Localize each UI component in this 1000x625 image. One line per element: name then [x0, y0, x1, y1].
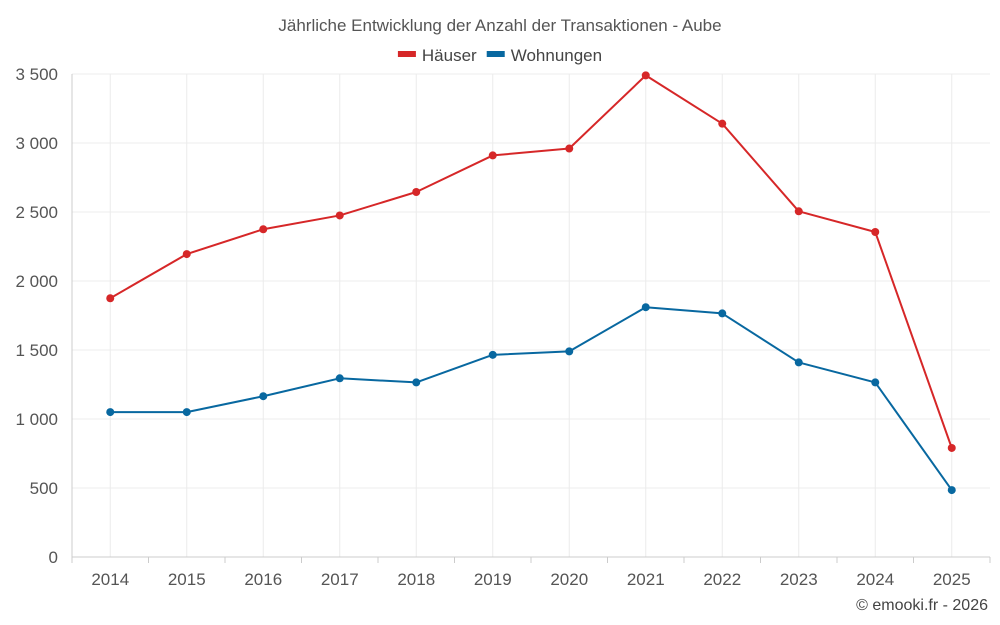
credit-text: © emooki.fr - 2026: [856, 597, 988, 614]
y-tick-label: 2 000: [15, 272, 58, 291]
series-line-0: [109, 74, 953, 449]
data-point-0-2024[interactable]: [871, 228, 880, 237]
data-point-0-2016[interactable]: [259, 225, 268, 234]
y-tick-label: 2 500: [15, 203, 58, 222]
y-tick-label: 0: [49, 548, 58, 567]
series-layer: [106, 71, 956, 495]
data-point-0-2025[interactable]: [947, 443, 956, 452]
data-point-1-2018[interactable]: [412, 378, 421, 387]
x-tick-label: 2015: [168, 570, 206, 589]
data-point-1-2014[interactable]: [106, 408, 115, 417]
data-point-0-2021[interactable]: [641, 71, 650, 80]
y-tick-label: 1 000: [15, 410, 58, 429]
data-point-1-2023[interactable]: [794, 358, 803, 367]
legend-swatch-0[interactable]: [397, 51, 416, 57]
x-tick-label: 2014: [91, 570, 129, 589]
data-point-0-2020[interactable]: [565, 144, 574, 153]
series-1: [106, 303, 956, 495]
chart-title: Jährliche Entwicklung der Anzahl der Tra…: [278, 16, 721, 35]
y-tick-label: 1 500: [15, 341, 58, 360]
x-tick-label: 2016: [244, 570, 282, 589]
data-point-0-2022[interactable]: [718, 119, 727, 128]
data-point-1-2024[interactable]: [871, 378, 880, 387]
x-tick-label: 2024: [856, 570, 894, 589]
data-point-0-2018[interactable]: [412, 187, 421, 196]
data-point-0-2019[interactable]: [488, 151, 497, 160]
x-tick-label: 2020: [550, 570, 588, 589]
series-0: [106, 71, 956, 452]
data-point-0-2017[interactable]: [335, 211, 344, 220]
data-point-0-2014[interactable]: [106, 294, 115, 303]
x-tick-label: 2025: [933, 570, 971, 589]
y-tick-label: 3 500: [15, 65, 58, 84]
data-point-1-2025[interactable]: [947, 486, 956, 495]
data-point-0-2023[interactable]: [794, 207, 803, 216]
series-line-1: [110, 306, 953, 491]
y-tick-label: 500: [30, 479, 58, 498]
data-point-0-2015[interactable]: [182, 250, 191, 259]
legend-label-0[interactable]: Häuser: [422, 46, 477, 65]
legend: Häuser Wohnungen: [397, 46, 602, 65]
data-point-1-2020[interactable]: [565, 347, 574, 356]
data-point-1-2016[interactable]: [259, 392, 268, 401]
x-tick-label: 2019: [474, 570, 512, 589]
legend-swatch-1[interactable]: [486, 51, 505, 57]
x-axis-ticks: 2014 2015 2016 2017 2018 2019 2020 2021 2022 2023…: [91, 570, 970, 589]
x-tick-label: 2018: [397, 570, 435, 589]
x-tick-label: 2017: [321, 570, 359, 589]
data-point-1-2015[interactable]: [182, 408, 191, 417]
y-tick-label: 3 000: [15, 134, 58, 153]
gridlines: [71, 73, 991, 563]
legend-label-1[interactable]: Wohnungen: [511, 46, 602, 65]
data-point-1-2021[interactable]: [641, 303, 650, 312]
y-axis-ticks: 0 500 1 000 1 500 2 000 2 500 3 000 3 500: [15, 65, 58, 567]
data-point-1-2019[interactable]: [488, 350, 497, 359]
x-tick-label: 2023: [780, 570, 818, 589]
x-tick-label: 2021: [627, 570, 665, 589]
x-tick-label: 2022: [703, 570, 741, 589]
data-point-1-2017[interactable]: [335, 374, 344, 383]
data-point-1-2022[interactable]: [718, 309, 727, 318]
